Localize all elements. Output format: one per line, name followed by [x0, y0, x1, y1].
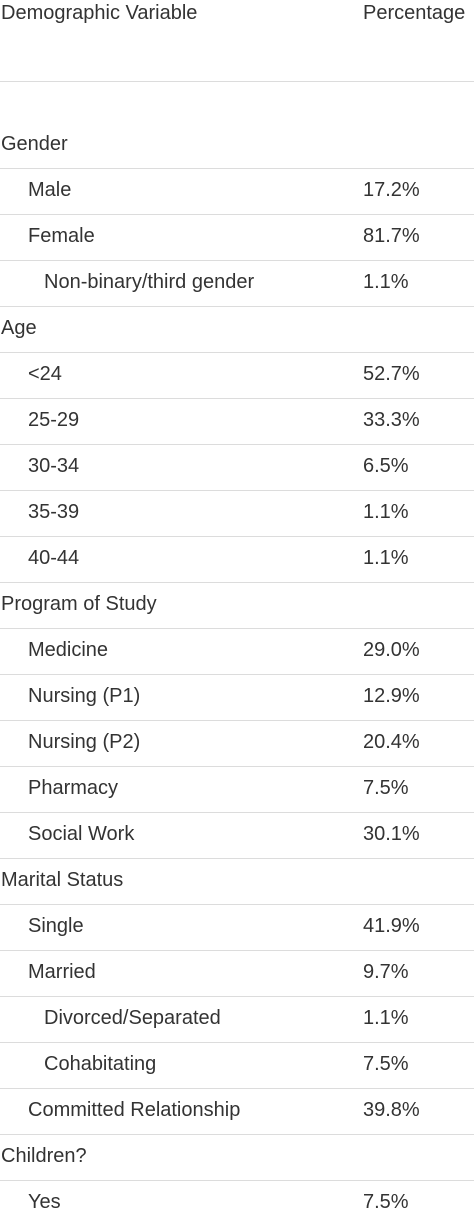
table-row: Committed Relationship 39.8% [0, 1089, 474, 1135]
row-label: Nursing (P1) [28, 685, 141, 707]
category-label: Age [1, 317, 37, 339]
row-label: 25-29 [28, 409, 80, 431]
row-label: <24 [28, 363, 62, 385]
row-label: Committed Relationship [28, 1099, 241, 1121]
row-percentage: 7.5% [363, 1053, 409, 1075]
category-row: Marital Status [0, 859, 474, 905]
table-row: Male 17.2% [0, 169, 474, 215]
row-label: 30-34 [28, 455, 80, 477]
table-body: Gender Male 17.2% Female 81.7% Non-binary/thi… [0, 123, 474, 1226]
table-row: Social Work 30.1% [0, 813, 474, 859]
row-label: Social Work [28, 823, 135, 845]
row-label: Single [28, 915, 84, 937]
row-label: Married [28, 961, 96, 983]
row-label: Yes [28, 1191, 61, 1213]
row-label: Female [28, 225, 95, 247]
row-percentage: 41.9% [363, 915, 420, 937]
row-percentage: 39.8% [363, 1099, 420, 1121]
table-row: 40-44 1.1% [0, 537, 474, 583]
row-percentage: 1.1% [363, 547, 409, 569]
table-row: Medicine 29.0% [0, 629, 474, 675]
row-percentage: 7.5% [363, 777, 409, 799]
row-label: Medicine [28, 639, 109, 661]
table-row: Non-binary/third gender 1.1% [0, 261, 474, 307]
row-label: Divorced/Separated [44, 1007, 221, 1029]
row-percentage: 1.1% [363, 271, 409, 293]
category-row: Age [0, 307, 474, 353]
row-label: 40-44 [28, 547, 80, 569]
table-row: 35-39 1.1% [0, 491, 474, 537]
table-row: Single 41.9% [0, 905, 474, 951]
row-label: Cohabitating [44, 1053, 157, 1075]
row-label: Male [28, 179, 72, 201]
row-label: Nursing (P2) [28, 731, 141, 753]
row-percentage: 9.7% [363, 961, 409, 983]
table-header: Demographic Variable Percentage [0, 0, 474, 82]
table-row: Pharmacy 7.5% [0, 767, 474, 813]
category-label: Program of Study [1, 593, 157, 615]
table-row: Female 81.7% [0, 215, 474, 261]
row-percentage: 81.7% [363, 225, 420, 247]
table-row: 25-29 33.3% [0, 399, 474, 445]
table-row: Nursing (P2) 20.4% [0, 721, 474, 767]
table-row: 30-34 6.5% [0, 445, 474, 491]
category-label: Children? [1, 1145, 87, 1167]
row-percentage: 6.5% [363, 455, 409, 477]
row-percentage: 17.2% [363, 179, 420, 201]
row-percentage: 20.4% [363, 731, 420, 753]
row-label: Non-binary/third gender [44, 271, 255, 293]
table-row: Divorced/Separated 1.1% [0, 997, 474, 1043]
row-percentage: 7.5% [363, 1191, 409, 1213]
row-percentage: 30.1% [363, 823, 420, 845]
row-percentage: 29.0% [363, 639, 420, 661]
category-row: Children? [0, 1135, 474, 1181]
row-percentage: 33.3% [363, 409, 420, 431]
table-row: <24 52.7% [0, 353, 474, 399]
category-row: Gender [0, 123, 474, 169]
category-label: Gender [1, 133, 68, 155]
table-row: Married 9.7% [0, 951, 474, 997]
row-percentage: 12.9% [363, 685, 420, 707]
header-spacer [0, 82, 474, 123]
table-row: Yes 7.5% [0, 1181, 474, 1226]
row-label: 35-39 [28, 501, 80, 523]
row-percentage: 1.1% [363, 1007, 409, 1029]
header-demographic-variable: Demographic Variable [1, 2, 198, 24]
row-percentage: 1.1% [363, 501, 409, 523]
category-row: Program of Study [0, 583, 474, 629]
header-percentage: Percentage [363, 2, 466, 24]
table-row: Nursing (P1) 12.9% [0, 675, 474, 721]
row-label: Pharmacy [28, 777, 119, 799]
category-label: Marital Status [1, 869, 124, 891]
table-row: Cohabitating 7.5% [0, 1043, 474, 1089]
row-percentage: 52.7% [363, 363, 420, 385]
